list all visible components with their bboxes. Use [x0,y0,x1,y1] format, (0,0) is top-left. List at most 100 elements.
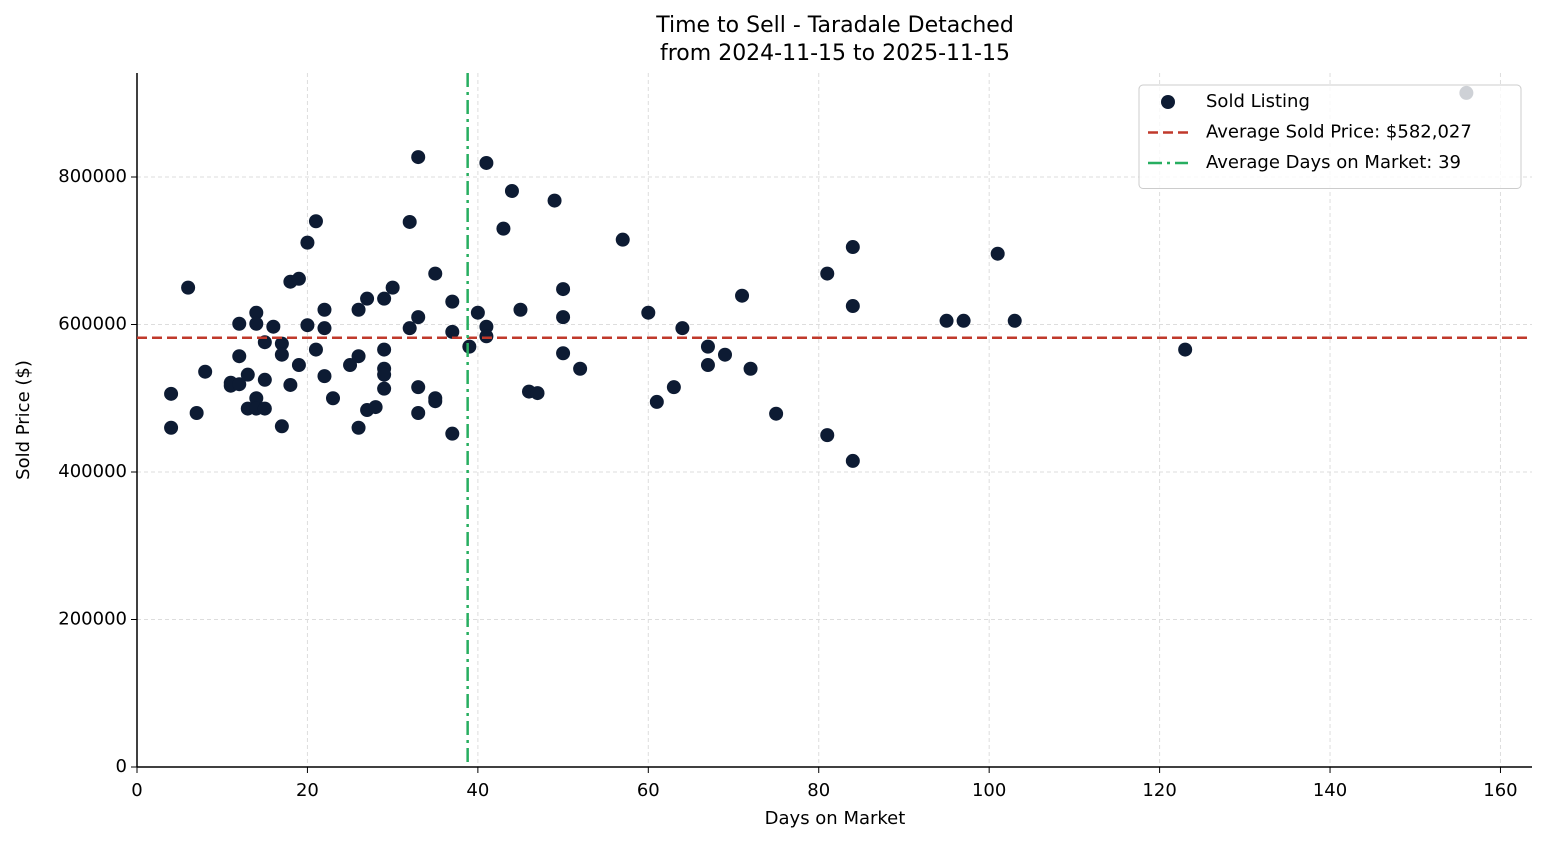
point [274,336,289,351]
chart-subtitle: from 2024-11-15 to 2025-11-15 [660,41,1010,66]
point [266,319,281,334]
y-tick-label: 0 [116,756,127,777]
point [769,406,784,421]
point [479,319,494,334]
point [308,342,323,357]
point [402,214,417,229]
point [513,302,528,317]
point [1007,313,1022,328]
point [470,305,485,320]
point [700,339,715,354]
point [445,426,460,441]
x-tick-label: 20 [296,780,319,801]
y-tick-label: 800000 [58,166,127,187]
point [360,291,375,306]
x-tick-label: 0 [131,780,142,801]
x-tick-label: 140 [1313,780,1347,801]
point [164,420,179,435]
point [343,358,358,373]
point [249,305,264,320]
x-tick-label: 60 [637,780,660,801]
point [308,214,323,229]
point [641,305,656,320]
point [232,316,247,331]
point [249,316,264,331]
point [820,428,835,443]
y-tick-label: 200000 [58,608,127,629]
point [845,299,860,314]
point [530,386,545,401]
point [428,266,443,281]
point [956,313,971,328]
point [479,329,494,344]
x-tick-label: 40 [466,780,489,801]
point [496,221,511,236]
point [300,318,315,333]
point [351,302,366,317]
point [649,394,664,409]
point [385,280,400,295]
point [300,235,315,250]
x-tick-label: 160 [1483,780,1517,801]
point [428,394,443,409]
x-tick-label: 120 [1142,780,1176,801]
point [257,372,272,387]
point [556,346,571,361]
point [445,324,460,339]
point [351,420,366,435]
point [368,400,383,415]
chart-title: Time to Sell - Taradale Detached [655,13,1014,38]
point [274,347,289,362]
point [274,419,289,434]
point [845,240,860,255]
point [257,401,272,416]
y-tick-label: 400000 [58,461,127,482]
point [351,349,366,364]
point [411,405,426,420]
point [462,339,477,354]
point [198,364,213,379]
x-tick-label: 100 [972,780,1006,801]
point [317,302,332,317]
point [675,321,690,336]
point [735,288,750,303]
point [291,358,306,373]
point [291,271,306,286]
y-tick-label: 600000 [58,313,127,334]
legend-marker [1161,95,1175,109]
point [556,282,571,297]
point [411,380,426,395]
point [377,342,392,357]
point [573,361,588,376]
point [249,391,264,406]
point [743,361,758,376]
point [666,380,681,395]
point [479,155,494,170]
point [445,294,460,309]
point [717,347,732,362]
point [411,150,426,165]
point [189,405,204,420]
point [232,349,247,364]
point [181,280,196,295]
point [232,377,247,392]
point [615,232,630,247]
point [411,310,426,325]
point [325,391,340,406]
legend-box [1138,84,1522,189]
point [1178,342,1193,357]
point [402,321,417,336]
x-tick-label: 80 [807,780,830,801]
point [317,321,332,336]
legend-label: Average Days on Market: 39 [1206,152,1461,173]
point [164,386,179,401]
point [377,291,392,306]
point [820,266,835,281]
point [556,310,571,325]
point [939,313,954,328]
y-axis-label: Sold Price ($) [13,360,34,480]
point [377,381,392,396]
point [547,193,562,208]
point [283,377,298,392]
